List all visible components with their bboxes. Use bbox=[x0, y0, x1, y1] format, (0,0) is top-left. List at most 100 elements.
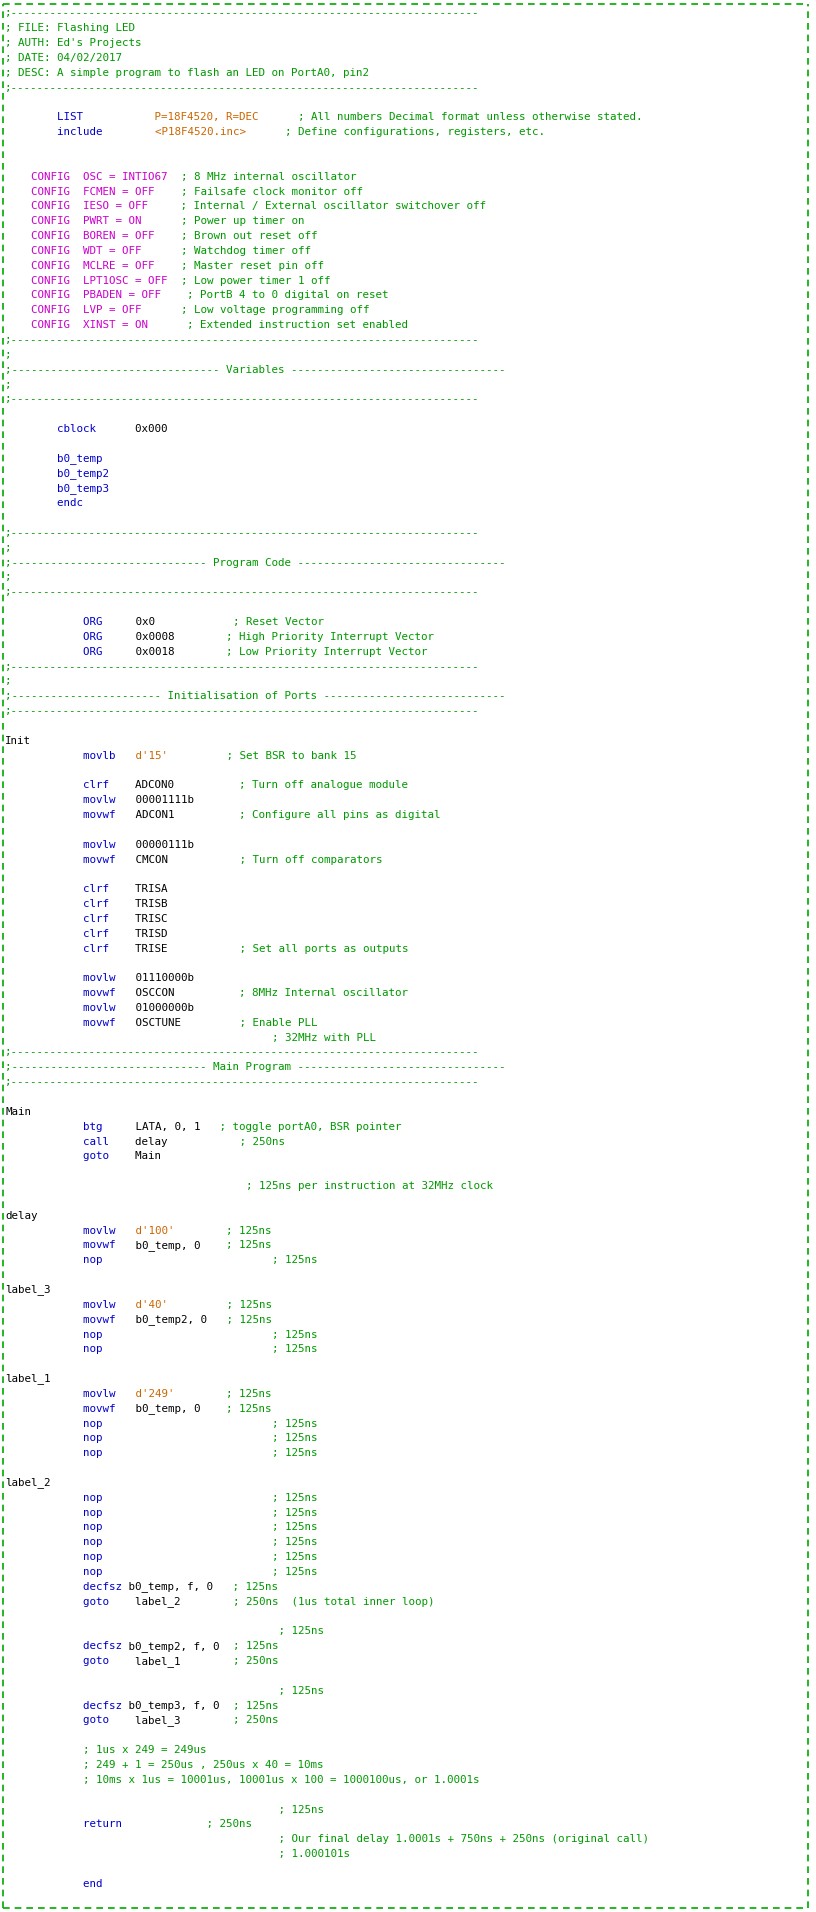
Text: movlw: movlw bbox=[5, 839, 116, 849]
Text: ; 1us x 249 = 249us: ; 1us x 249 = 249us bbox=[5, 1746, 206, 1755]
Text: ; 125ns: ; 125ns bbox=[103, 1329, 317, 1340]
Text: ;-------------------------------- Variables ---------------------------------: ;-------------------------------- Variab… bbox=[5, 365, 505, 375]
Text: d'15': d'15' bbox=[116, 751, 167, 761]
Text: ; DESC: A simple program to flash an LED on PortA0, pin2: ; DESC: A simple program to flash an LED… bbox=[5, 67, 369, 78]
Text: ; 125ns: ; 125ns bbox=[103, 1434, 317, 1444]
Text: movlb: movlb bbox=[5, 751, 116, 761]
Text: CONFIG  FCMEN = OFF: CONFIG FCMEN = OFF bbox=[5, 187, 154, 197]
Text: ; High Priority Interrupt Vector: ; High Priority Interrupt Vector bbox=[175, 631, 434, 642]
Text: ; 250ns: ; 250ns bbox=[181, 1715, 278, 1725]
Text: ; 125ns: ; 125ns bbox=[103, 1553, 317, 1562]
Text: <P18F4520.inc>: <P18F4520.inc> bbox=[103, 128, 246, 138]
Text: ;------------------------------------------------------------------------: ;---------------------------------------… bbox=[5, 706, 480, 717]
Text: ;------------------------------------------------------------------------: ;---------------------------------------… bbox=[5, 1048, 480, 1057]
Text: clrf: clrf bbox=[5, 945, 109, 954]
Text: ; All numbers Decimal format unless otherwise stated.: ; All numbers Decimal format unless othe… bbox=[259, 113, 642, 122]
Text: nop: nop bbox=[5, 1522, 103, 1533]
Text: b0_temp, 0: b0_temp, 0 bbox=[116, 1241, 200, 1250]
Text: ; Internal / External oscillator switchover off: ; Internal / External oscillator switcho… bbox=[149, 201, 486, 212]
Text: ;: ; bbox=[5, 677, 11, 686]
Text: CONFIG  PWRT = ON: CONFIG PWRT = ON bbox=[5, 216, 141, 226]
Text: label_3: label_3 bbox=[109, 1715, 180, 1727]
Text: decfsz: decfsz bbox=[5, 1640, 122, 1652]
Text: goto: goto bbox=[5, 1656, 109, 1665]
Text: ; 125ns: ; 125ns bbox=[103, 1344, 317, 1354]
Text: ;: ; bbox=[5, 379, 11, 390]
Text: d'100': d'100' bbox=[116, 1226, 174, 1235]
Text: movlw: movlw bbox=[5, 1300, 116, 1310]
Text: d'249': d'249' bbox=[116, 1388, 174, 1400]
Text: ADCON1: ADCON1 bbox=[116, 811, 174, 820]
Text: ORG: ORG bbox=[5, 631, 103, 642]
Text: goto: goto bbox=[5, 1151, 109, 1161]
Text: call: call bbox=[5, 1136, 109, 1147]
Text: ; 249 + 1 = 250us , 250us x 40 = 10ms: ; 249 + 1 = 250us , 250us x 40 = 10ms bbox=[5, 1759, 323, 1771]
Text: ; Reset Vector: ; Reset Vector bbox=[155, 618, 324, 627]
Text: ; Power up timer on: ; Power up timer on bbox=[142, 216, 304, 226]
Text: b0_temp2, f, 0: b0_temp2, f, 0 bbox=[122, 1640, 220, 1652]
Text: nop: nop bbox=[5, 1329, 103, 1340]
Text: ; 125ns: ; 125ns bbox=[220, 1640, 278, 1652]
Text: movwf: movwf bbox=[5, 811, 116, 820]
Text: TRISD: TRISD bbox=[109, 929, 167, 939]
Text: 01110000b: 01110000b bbox=[116, 973, 193, 983]
Text: LIST: LIST bbox=[5, 113, 83, 122]
Text: ;------------------------------------------------------------------------: ;---------------------------------------… bbox=[5, 8, 480, 19]
Text: movlw: movlw bbox=[5, 1226, 116, 1235]
Text: ;------------------------------------------------------------------------: ;---------------------------------------… bbox=[5, 394, 480, 403]
Text: movwf: movwf bbox=[5, 989, 116, 998]
Text: b0_temp: b0_temp bbox=[5, 453, 103, 465]
Text: ;------------------------------------------------------------------------: ;---------------------------------------… bbox=[5, 528, 480, 537]
Text: nop: nop bbox=[5, 1256, 103, 1266]
Text: ; 125ns: ; 125ns bbox=[103, 1509, 317, 1518]
Text: ; Turn off comparators: ; Turn off comparators bbox=[168, 855, 382, 864]
Text: ; Low Priority Interrupt Vector: ; Low Priority Interrupt Vector bbox=[175, 646, 428, 656]
Text: ; 10ms x 1us = 10001us, 10001us x 100 = 1000100us, or 1.0001s: ; 10ms x 1us = 10001us, 10001us x 100 = … bbox=[5, 1774, 480, 1784]
Text: ; Our final delay 1.0001s + 750ns + 250ns (original call): ; Our final delay 1.0001s + 750ns + 250n… bbox=[194, 1834, 649, 1845]
Text: movlw: movlw bbox=[5, 973, 116, 983]
Text: ; toggle portA0, BSR pointer: ; toggle portA0, BSR pointer bbox=[200, 1122, 401, 1132]
Text: movlw: movlw bbox=[5, 1388, 116, 1400]
Text: ADCON0: ADCON0 bbox=[109, 780, 174, 790]
Text: delay: delay bbox=[5, 1210, 38, 1220]
Text: label_1: label_1 bbox=[5, 1373, 51, 1384]
Text: 01000000b: 01000000b bbox=[116, 1004, 193, 1013]
Text: 0x0: 0x0 bbox=[103, 618, 155, 627]
Text: ; 8 MHz internal oscillator: ; 8 MHz internal oscillator bbox=[168, 172, 357, 182]
Text: ; 125ns: ; 125ns bbox=[168, 1300, 272, 1310]
Text: Main: Main bbox=[109, 1151, 162, 1161]
Text: CONFIG  LVP = OFF: CONFIG LVP = OFF bbox=[5, 306, 141, 315]
Text: b0_temp2, 0: b0_temp2, 0 bbox=[116, 1314, 206, 1325]
Text: ; 125ns: ; 125ns bbox=[194, 1627, 324, 1637]
Text: ;----------------------- Initialisation of Ports ----------------------------: ;----------------------- Initialisation … bbox=[5, 692, 505, 702]
Text: 0x0018: 0x0018 bbox=[103, 646, 174, 656]
Text: ; 125ns: ; 125ns bbox=[200, 1241, 272, 1250]
Text: ; 125ns: ; 125ns bbox=[175, 1388, 272, 1400]
Text: ;------------------------------ Program Code --------------------------------: ;------------------------------ Program … bbox=[5, 558, 505, 568]
Text: nop: nop bbox=[5, 1537, 103, 1547]
Text: ; 32MHz with PLL: ; 32MHz with PLL bbox=[194, 1032, 376, 1042]
Text: goto: goto bbox=[5, 1597, 109, 1606]
Text: clrf: clrf bbox=[5, 780, 109, 790]
Text: ; 125ns: ; 125ns bbox=[103, 1522, 317, 1533]
Text: b0_temp, f, 0: b0_temp, f, 0 bbox=[122, 1581, 213, 1593]
Text: ; FILE: Flashing LED: ; FILE: Flashing LED bbox=[5, 23, 135, 33]
Text: ; 125ns: ; 125ns bbox=[213, 1581, 278, 1593]
Text: end: end bbox=[5, 1879, 103, 1889]
Text: CONFIG  OSC = INTIO67: CONFIG OSC = INTIO67 bbox=[5, 172, 167, 182]
Text: CONFIG  XINST = ON: CONFIG XINST = ON bbox=[5, 319, 148, 331]
Text: movwf: movwf bbox=[5, 1017, 116, 1029]
Text: clrf: clrf bbox=[5, 899, 109, 908]
Text: ;------------------------------------------------------------------------: ;---------------------------------------… bbox=[5, 587, 480, 597]
Text: ; 125ns: ; 125ns bbox=[175, 1226, 272, 1235]
Text: decfsz: decfsz bbox=[5, 1581, 122, 1593]
Text: TRISB: TRISB bbox=[109, 899, 167, 908]
Text: nop: nop bbox=[5, 1568, 103, 1577]
Text: ; DATE: 04/02/2017: ; DATE: 04/02/2017 bbox=[5, 54, 122, 63]
Text: TRISC: TRISC bbox=[109, 914, 167, 923]
Text: ; 125ns: ; 125ns bbox=[103, 1447, 317, 1459]
Text: movwf: movwf bbox=[5, 1403, 116, 1413]
Text: nop: nop bbox=[5, 1419, 103, 1428]
Text: b0_temp, 0: b0_temp, 0 bbox=[116, 1403, 200, 1415]
Text: label_3: label_3 bbox=[5, 1285, 51, 1296]
